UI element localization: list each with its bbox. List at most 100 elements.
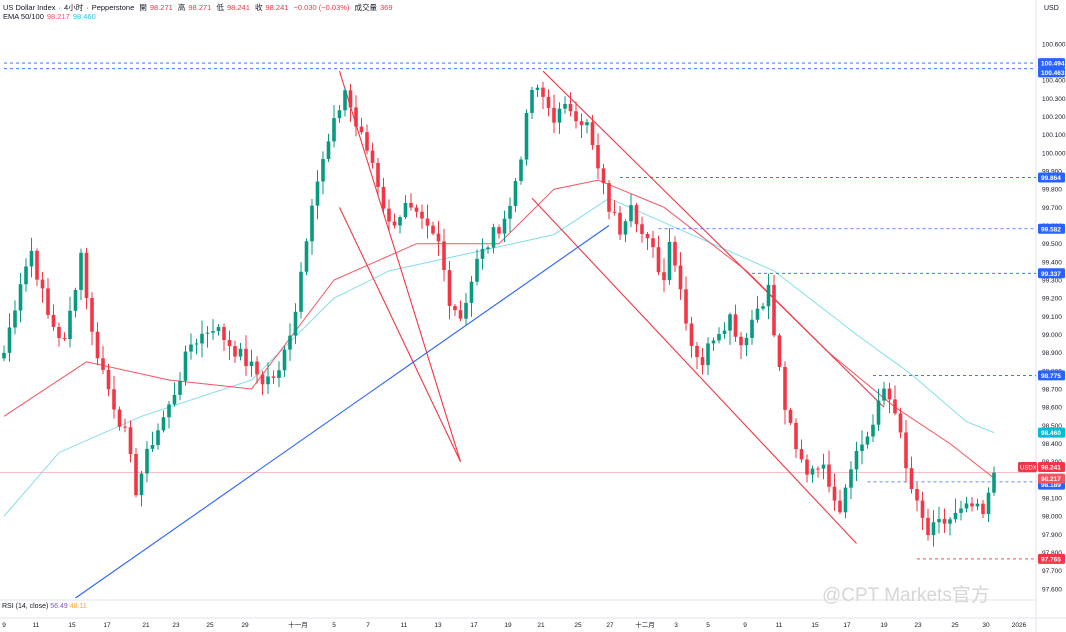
candle-down bbox=[541, 81, 545, 110]
candle-body bbox=[794, 422, 798, 450]
badge-text: 99.337 bbox=[1041, 271, 1061, 278]
candle-body bbox=[513, 181, 518, 206]
candle-body bbox=[755, 308, 760, 320]
candle-down bbox=[376, 158, 380, 196]
candle-body bbox=[508, 205, 512, 219]
candle-up bbox=[282, 346, 287, 378]
candle-body bbox=[695, 345, 699, 358]
candle-down bbox=[436, 221, 441, 256]
candle-up bbox=[854, 441, 859, 482]
price-tick-label: 99.700 bbox=[1042, 205, 1062, 212]
candle-body bbox=[937, 519, 941, 523]
candle-body bbox=[788, 409, 793, 423]
candle-down bbox=[414, 204, 419, 218]
open-label: 開 bbox=[139, 3, 147, 12]
candle-up bbox=[145, 441, 149, 483]
candle-down bbox=[233, 340, 237, 363]
candle-body bbox=[651, 238, 655, 248]
candle-body bbox=[288, 335, 292, 350]
candle-body bbox=[343, 90, 347, 111]
candle-down bbox=[359, 117, 364, 135]
ema-legend[interactable]: EMA 50/100 98.217 98.460 bbox=[3, 12, 99, 21]
candle-down bbox=[612, 200, 617, 216]
candle-body bbox=[717, 333, 721, 341]
volume-label: 成交量 bbox=[354, 3, 378, 12]
level-badge-100.494: 100.494 bbox=[1038, 58, 1065, 69]
candle-body bbox=[62, 338, 67, 340]
candle-up bbox=[299, 262, 303, 319]
candle-down bbox=[57, 322, 61, 347]
candle-up bbox=[964, 496, 969, 513]
candle-body bbox=[150, 445, 155, 449]
candle-down bbox=[926, 508, 930, 541]
candle-body bbox=[607, 183, 611, 212]
candle-body bbox=[447, 270, 452, 306]
candle-up bbox=[728, 312, 732, 345]
candle-body bbox=[194, 343, 199, 345]
time-tick-label: 3 bbox=[674, 622, 678, 629]
candle-down bbox=[348, 84, 353, 122]
channel-line-3 bbox=[542, 70, 885, 408]
candle-up bbox=[172, 382, 177, 407]
candle-body bbox=[29, 250, 34, 267]
candle-body bbox=[156, 430, 160, 446]
candle-body bbox=[420, 211, 424, 219]
candle-down bbox=[656, 235, 661, 276]
candle-body bbox=[783, 366, 787, 410]
candle-body bbox=[816, 468, 820, 470]
time-tick-label: 9 bbox=[743, 622, 747, 629]
candle-body bbox=[854, 450, 859, 470]
symbol-name[interactable]: US Dollar Index bbox=[3, 3, 56, 12]
currency-label: USD bbox=[1044, 5, 1059, 12]
time-tick-label: 十二月 bbox=[635, 620, 655, 629]
candle-body bbox=[805, 459, 809, 475]
candle-body bbox=[161, 417, 166, 431]
candle-body bbox=[684, 289, 688, 324]
interval-label[interactable]: 4小时 bbox=[64, 3, 84, 12]
price-tick-label: 100.200 bbox=[1042, 114, 1066, 121]
ema100-value: 98.460 bbox=[72, 12, 96, 21]
candle-body bbox=[436, 233, 441, 242]
candle-body bbox=[744, 337, 749, 346]
candle-body bbox=[266, 376, 270, 385]
candle-up bbox=[310, 199, 314, 255]
candle-down bbox=[447, 260, 452, 320]
candle-up bbox=[161, 410, 166, 433]
ema50-badge: 98.217 bbox=[1038, 473, 1065, 484]
candle-body bbox=[618, 212, 622, 235]
candle-body bbox=[46, 288, 50, 315]
chart-header: US Dollar Index · 4小时 · Pepperstone 開 98.271 … bbox=[3, 3, 393, 12]
candle-down bbox=[920, 491, 925, 531]
candle-body bbox=[546, 96, 551, 108]
rsi-legend[interactable]: RSI (14, close) 56.49 48.11 bbox=[2, 603, 87, 610]
candle-up bbox=[486, 245, 490, 254]
uptrend-line bbox=[75, 225, 610, 599]
candle-body bbox=[332, 118, 336, 142]
price-tick-label: 100.000 bbox=[1042, 150, 1066, 157]
candle-down bbox=[590, 115, 595, 150]
candle-body bbox=[348, 90, 353, 108]
candle-down bbox=[645, 231, 650, 251]
level-badge-99.337: 99.337 bbox=[1038, 268, 1065, 279]
candle-body bbox=[315, 181, 320, 206]
candle-up bbox=[761, 302, 765, 311]
candle-body bbox=[84, 252, 89, 298]
candle-body bbox=[557, 108, 562, 123]
candle-down bbox=[596, 133, 600, 180]
candle-body bbox=[673, 241, 677, 266]
candle-body bbox=[7, 327, 12, 353]
candle-body bbox=[238, 348, 243, 357]
candle-body bbox=[73, 289, 78, 311]
price-tick-label: 100.400 bbox=[1042, 78, 1066, 85]
candle-up bbox=[480, 238, 485, 270]
candle-down bbox=[739, 331, 743, 360]
rsi-value: 56.49 bbox=[50, 603, 68, 610]
candle-body bbox=[827, 464, 831, 487]
candle-body bbox=[134, 454, 138, 496]
candle-down bbox=[420, 204, 424, 229]
candle-body bbox=[882, 388, 886, 401]
candle-body bbox=[706, 343, 710, 366]
candle-body bbox=[761, 306, 765, 309]
candle-body bbox=[392, 221, 397, 226]
